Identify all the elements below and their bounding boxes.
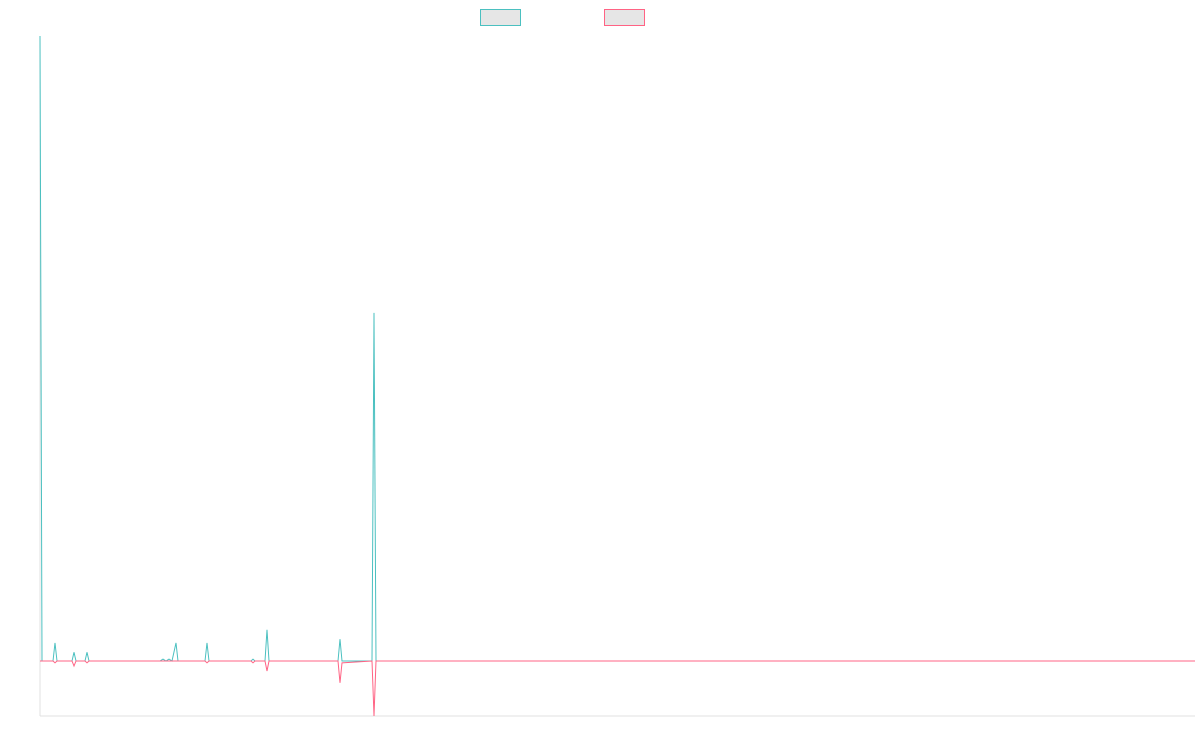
legend-swatch [604, 9, 645, 26]
legend-swatch [480, 9, 521, 26]
series-line [40, 660, 1195, 717]
series-line [39, 35, 1195, 662]
